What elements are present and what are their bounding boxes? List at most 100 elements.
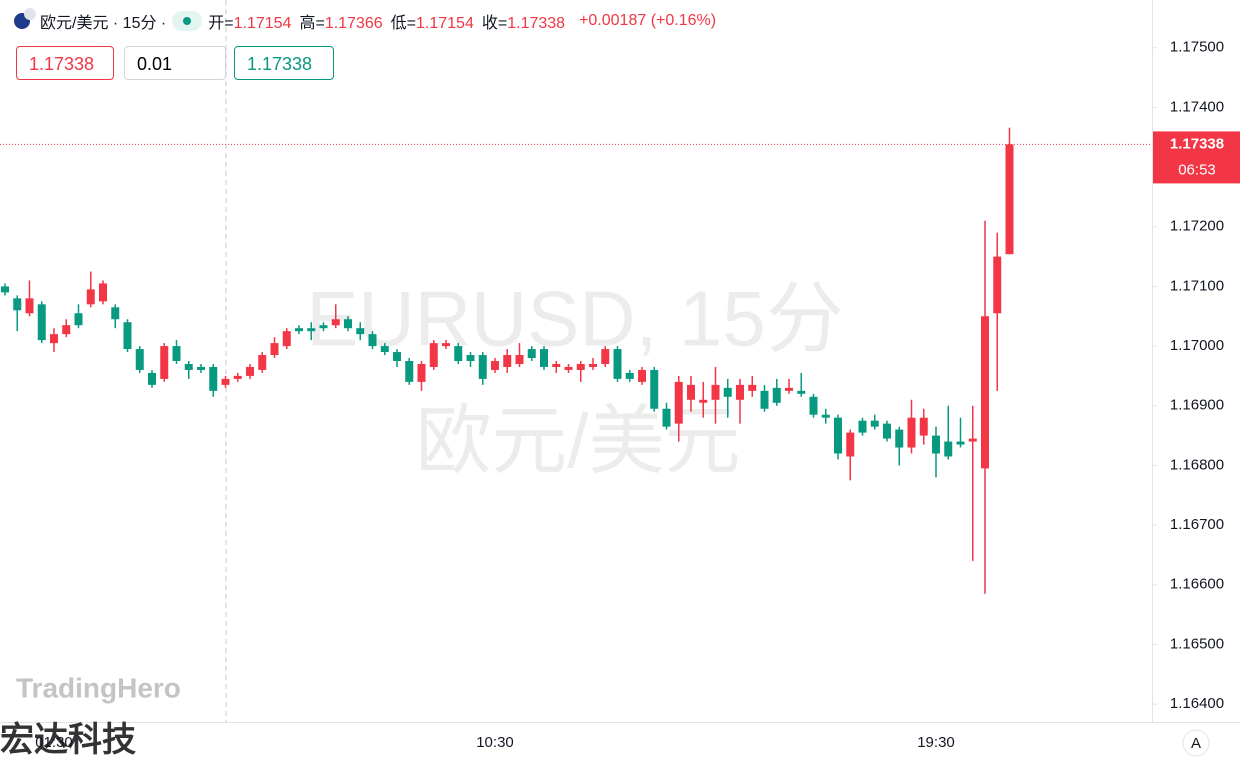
candle-body (454, 346, 463, 361)
candle-body (968, 438, 977, 442)
change: +0.00187 (+0.16%) (579, 12, 717, 29)
candle-body (638, 369, 646, 382)
candle-body (895, 429, 904, 448)
y-tick-label: 1.16400 (1170, 695, 1224, 712)
candle-body (233, 375, 242, 379)
candle-body (760, 390, 769, 409)
field-label: 开= (208, 15, 234, 32)
watermark: 欧元/美元 (415, 399, 740, 484)
candle-body (1, 286, 9, 293)
auto-scale-label[interactable]: A (1191, 735, 1201, 752)
candle-body (919, 417, 928, 436)
candle-body (821, 414, 830, 418)
candle-body (711, 384, 720, 400)
candle-body (148, 372, 156, 385)
candle-body (540, 349, 548, 367)
candle-body (393, 352, 401, 361)
candle-body (282, 331, 291, 347)
candle-body (797, 390, 806, 394)
field-value: 1.17366 (324, 15, 383, 32)
candle-body (883, 423, 891, 439)
candle-body (442, 343, 450, 347)
y-tick-label: 1.16600 (1170, 576, 1224, 593)
candle-body (466, 355, 475, 361)
last-price-label: 1.17338 (1170, 135, 1224, 152)
spread-input[interactable]: 0.01 (124, 46, 226, 80)
y-tick-label: 1.17200 (1170, 218, 1224, 235)
candle-body (576, 363, 585, 370)
candle-body (515, 355, 524, 364)
candle-body (944, 441, 953, 457)
candle-body (160, 346, 169, 379)
candle-body (785, 387, 793, 391)
brand-logo: TradingHero (16, 672, 181, 703)
candle-body (723, 387, 732, 397)
candle-body (613, 349, 622, 379)
candle-body (527, 349, 536, 359)
status-pill (172, 11, 203, 31)
candle-body (123, 322, 132, 350)
field-label: 高= (299, 15, 325, 32)
y-tick-label: 1.16500 (1170, 635, 1224, 652)
candle-body (307, 328, 316, 332)
field-value: 1.17154 (233, 15, 292, 32)
candle-body (846, 432, 855, 457)
candle-body (858, 420, 867, 433)
candle-body (135, 349, 144, 370)
candle-body (552, 363, 561, 367)
field-value: 1.17154 (416, 15, 474, 32)
candle-body (932, 435, 940, 454)
candle-body (99, 283, 107, 302)
candle-body (295, 328, 303, 332)
flag-icon (24, 8, 36, 20)
candle-body (870, 420, 879, 427)
candle-body (111, 307, 120, 320)
candle-body (1005, 144, 1014, 255)
ohlc-fields: 开=1.17154 高=1.17366 低=1.17154 收=1.17338 (208, 9, 573, 33)
field-label: 低= (390, 15, 417, 32)
candle-body (172, 346, 181, 361)
symbol: 欧元/美元 · 15分 · (40, 15, 167, 32)
x-tick-label: 19:30 (917, 734, 955, 751)
candle-body (380, 346, 389, 353)
candle-body (956, 441, 965, 445)
y-tick-label: 1.17500 (1170, 39, 1224, 56)
candle-body (662, 408, 671, 427)
sell-button[interactable]: 1.17338 (16, 46, 114, 80)
y-tick-label: 1.17000 (1170, 337, 1224, 354)
candle-body (748, 384, 757, 391)
y-tick-label: 1.17100 (1170, 277, 1224, 294)
candle-body (344, 319, 352, 329)
candle-body (834, 417, 842, 454)
y-tick-label: 1.17400 (1170, 98, 1224, 115)
candle-body (37, 304, 46, 341)
axis-border (1152, 0, 1153, 722)
candle-body (772, 387, 781, 403)
candle-body (25, 298, 34, 314)
candle-body (981, 316, 989, 469)
auto-scale-button[interactable] (1182, 729, 1210, 757)
candle-body (221, 378, 230, 385)
x-tick-label: 01:30 (35, 734, 73, 751)
candle-body (564, 366, 573, 370)
candle-body (405, 361, 414, 382)
candle-body (478, 355, 487, 379)
candle-body (736, 384, 744, 400)
field-value: 1.17338 (507, 15, 566, 32)
candle-body (687, 384, 695, 400)
candle-body (699, 399, 708, 403)
header: 欧元/美元 · 15分 · 开=1.17154 高=1.17366 低=1.1715… (40, 9, 716, 33)
candle-body (625, 372, 634, 379)
candle-body (209, 366, 218, 391)
candle-body (503, 355, 512, 367)
watermark: EURUSD, 15分 (306, 275, 843, 363)
candle-body (809, 396, 818, 415)
countdown: 06:53 (1178, 161, 1216, 178)
candle-body (50, 334, 58, 344)
buy-button[interactable]: 1.17338 (234, 46, 334, 80)
candle-body (246, 366, 254, 376)
candle-body (258, 355, 267, 370)
candle-body (907, 417, 916, 448)
